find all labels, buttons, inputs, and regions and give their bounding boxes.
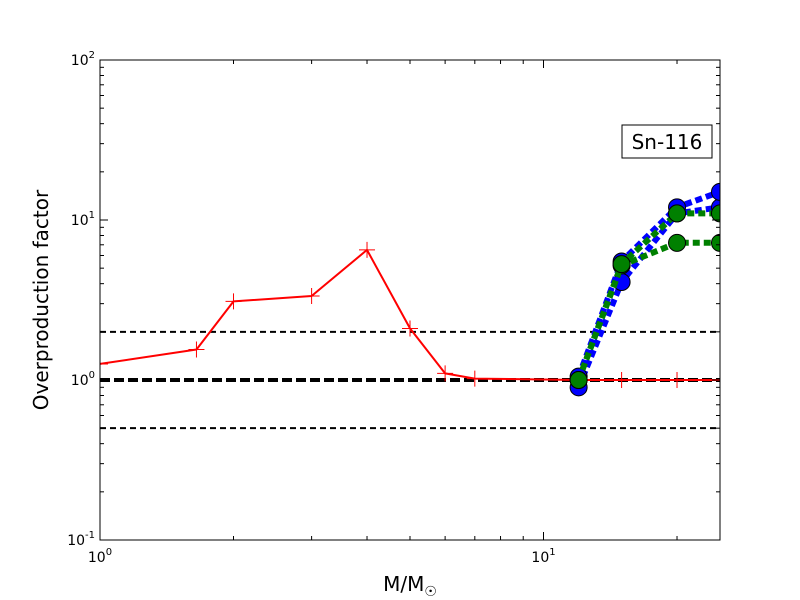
- series-line: [575, 188, 720, 378]
- series-line: [575, 204, 720, 389]
- series-layer: [100, 182, 720, 397]
- series-line: [100, 248, 720, 381]
- y-axis-label: Overproduction factor: [29, 189, 53, 410]
- data-point: [711, 204, 720, 223]
- x-axis-label: M/M☉: [383, 572, 437, 600]
- x-tick-label: 101: [531, 547, 555, 566]
- data-point: [613, 372, 630, 388]
- series-4: [569, 204, 720, 389]
- annotation-label: Sn-116: [632, 130, 703, 154]
- data-point: [100, 355, 108, 372]
- data-point: [569, 371, 588, 389]
- data-point: [466, 370, 483, 387]
- y-tick-label: 102: [71, 50, 95, 69]
- data-point: [303, 287, 320, 304]
- series-1: [569, 198, 720, 397]
- series-line: [575, 210, 720, 382]
- y-tick-label: 100: [71, 370, 95, 389]
- data-point: [612, 255, 631, 274]
- data-point: [669, 372, 686, 388]
- data-point: [711, 233, 720, 252]
- data-point: [437, 365, 454, 382]
- data-point: [188, 341, 205, 358]
- data-point: [359, 241, 376, 258]
- series-0: [100, 241, 720, 388]
- data-point: [668, 204, 687, 223]
- y-tick-label: 10-1: [67, 530, 95, 549]
- data-point: [711, 182, 720, 201]
- annotation-box: Sn-116: [621, 124, 713, 159]
- data-point: [402, 320, 418, 337]
- ticks-layer: [99, 59, 720, 541]
- data-point: [225, 293, 242, 310]
- series-3: [569, 233, 720, 389]
- data-point: [668, 233, 687, 252]
- x-tick-label: 100: [88, 547, 112, 566]
- y-tick-label: 101: [71, 210, 95, 229]
